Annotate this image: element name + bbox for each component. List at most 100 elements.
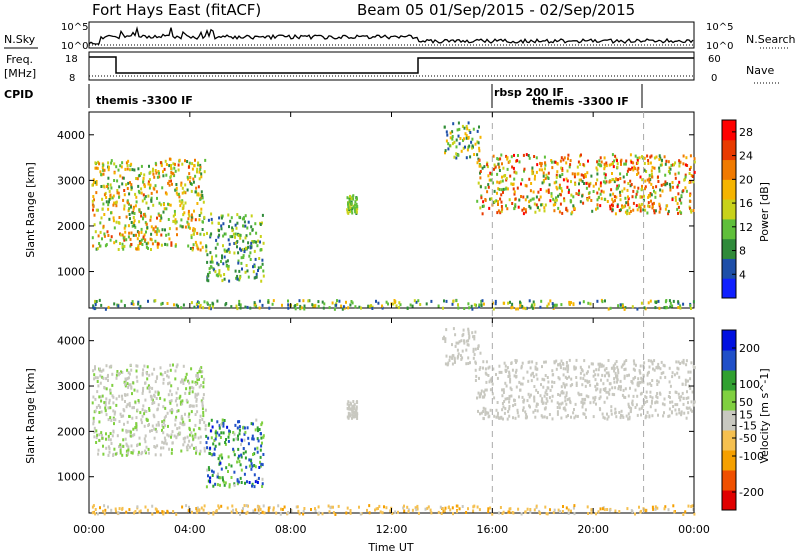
echo-cell [350,300,353,303]
echo-cell [496,376,499,380]
echo-cell [126,429,129,433]
echo-cell [646,399,649,403]
echo-cell [215,238,218,242]
echo-cell [233,470,236,474]
echo-cell [118,185,121,189]
echo-cell [99,367,101,371]
echo-cell [584,408,587,412]
echo-cell [565,394,568,398]
echo-cell [153,393,156,397]
echo-cell [151,242,154,246]
echo-cell [489,408,492,412]
echo-cell [95,300,98,303]
echo-cell [534,367,537,371]
echo-cell [160,233,163,237]
echo-cell [650,193,653,197]
echo-cell [531,166,534,170]
echo-cell [349,303,352,307]
echo-cell [639,510,642,514]
cpid-segment-0: themis -3300 IF [96,94,193,107]
echo-cell [157,391,160,395]
echo-cell [638,369,641,373]
echo-cell [179,402,182,406]
echo-cell [220,453,223,457]
echo-cell [597,373,600,377]
echo-cell [203,420,206,424]
echo-cell [187,177,189,181]
echo-cell [650,199,652,203]
echo-cell [567,511,570,515]
echo-cell [557,508,560,512]
echo-cell [596,299,599,303]
echo-cell [124,224,127,228]
echo-cell [560,359,563,363]
echo-cell [535,170,538,174]
echo-cell [137,244,140,248]
echo-cell [498,169,501,172]
echo-cell [132,205,135,209]
echo-cell [481,212,484,216]
echo-cell [527,379,530,383]
echo-cell [161,373,164,377]
echo-cell [143,412,146,416]
echo-cell [268,306,271,310]
echo-cell [154,161,157,165]
echo-cell [92,306,95,310]
echo-cell [149,170,152,174]
echo-cell [457,121,460,125]
echo-cell [209,260,212,264]
echo-cell [581,383,584,387]
echo-cell [100,399,103,403]
echo-cell [107,453,110,457]
echo-cell [693,400,696,404]
echo-cell [506,156,509,160]
echo-cell [132,302,135,306]
echo-cell [579,376,582,380]
echo-cell [596,160,599,164]
echo-cell [233,483,236,487]
echo-cell [489,197,492,201]
echo-cell [534,365,537,369]
echo-cell [109,193,112,197]
echo-cell [171,441,174,445]
echo-cell [544,177,547,181]
echo-cell [161,428,163,432]
echo-cell [218,433,221,437]
echo-cell [568,165,571,169]
echo-cell [225,264,228,268]
echo-cell [636,382,639,386]
echo-cell [189,433,191,437]
echo-cell [258,505,261,509]
echo-cell [349,509,352,512]
echo-cell [494,302,497,306]
echo-cell [358,505,360,509]
echo-cell [538,198,541,202]
echo-cell [162,512,165,516]
echo-cell [689,408,692,412]
echo-cell [616,162,619,166]
echo-cell [169,389,172,393]
echo-cell [597,368,600,372]
echo-cell [238,303,241,306]
echo-cell [487,374,490,377]
echo-cell [210,418,213,422]
echo-cell [108,450,111,454]
echo-cell [232,232,235,236]
echo-cell [556,170,559,174]
echo-cell [99,405,102,409]
echo-cell [133,388,136,392]
echo-cell [242,507,244,511]
echo-cell [281,303,283,307]
echo-cell [238,215,241,219]
echo-cell [464,145,466,149]
echo-cell [651,175,654,179]
echo-cell [94,367,96,371]
echo-cell [203,446,206,450]
echo-cell [223,419,226,422]
echo-cell [172,510,175,513]
echo-cell [120,165,123,169]
echo-cell [632,201,635,205]
echo-cell [99,395,102,399]
echo-cell [228,432,231,436]
echo-cell [310,508,312,511]
